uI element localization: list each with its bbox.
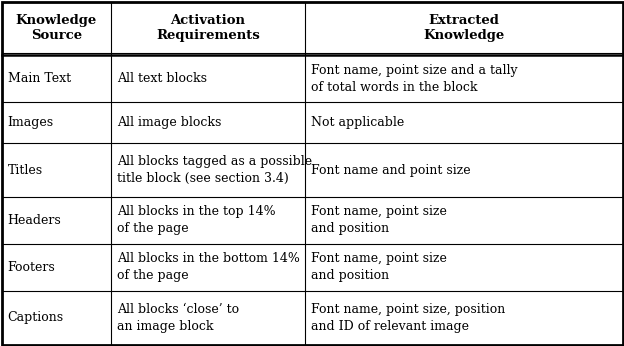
Text: All image blocks: All image blocks: [117, 116, 222, 129]
Text: All blocks tagged as a possible
title block (see section 3.4): All blocks tagged as a possible title bl…: [117, 155, 312, 185]
Text: Main Text: Main Text: [7, 72, 71, 85]
Bar: [1, 1, 111, 55]
Text: All text blocks: All text blocks: [117, 72, 207, 85]
Text: Images: Images: [7, 116, 54, 129]
Bar: [111, 291, 305, 345]
Text: Font name, point size
and position: Font name, point size and position: [311, 252, 447, 282]
Text: All blocks in the bottom 14%
of the page: All blocks in the bottom 14% of the page: [117, 252, 300, 282]
Bar: [1, 102, 111, 143]
Bar: [111, 102, 305, 143]
Text: All blocks ‘close’ to
an image block: All blocks ‘close’ to an image block: [117, 303, 239, 333]
Bar: [111, 197, 305, 244]
Bar: [111, 55, 305, 102]
Bar: [1, 143, 111, 197]
Text: All blocks in the top 14%
of the page: All blocks in the top 14% of the page: [117, 206, 276, 235]
Bar: [305, 143, 623, 197]
Text: Font name and point size: Font name and point size: [311, 164, 470, 176]
Text: Titles: Titles: [7, 164, 42, 176]
Text: Knowledge
Source: Knowledge Source: [16, 15, 97, 42]
Bar: [305, 1, 623, 55]
Bar: [111, 244, 305, 291]
Text: Extracted
Knowledge: Extracted Knowledge: [423, 15, 504, 42]
Text: Headers: Headers: [7, 214, 61, 227]
Bar: [1, 197, 111, 244]
Bar: [1, 291, 111, 345]
Text: Captions: Captions: [7, 311, 64, 324]
Bar: [305, 55, 623, 102]
Bar: [305, 244, 623, 291]
Text: Font name, point size and a tally
of total words in the block: Font name, point size and a tally of tot…: [311, 64, 518, 94]
Text: Not applicable: Not applicable: [311, 116, 404, 129]
Text: Footers: Footers: [7, 261, 56, 274]
Text: Activation
Requirements: Activation Requirements: [156, 15, 260, 42]
Bar: [111, 1, 305, 55]
Bar: [111, 143, 305, 197]
Bar: [1, 244, 111, 291]
Bar: [1, 55, 111, 102]
Bar: [305, 197, 623, 244]
Text: Font name, point size
and position: Font name, point size and position: [311, 206, 447, 235]
Bar: [305, 102, 623, 143]
Bar: [305, 291, 623, 345]
Text: Font name, point size, position
and ID of relevant image: Font name, point size, position and ID o…: [311, 303, 505, 333]
